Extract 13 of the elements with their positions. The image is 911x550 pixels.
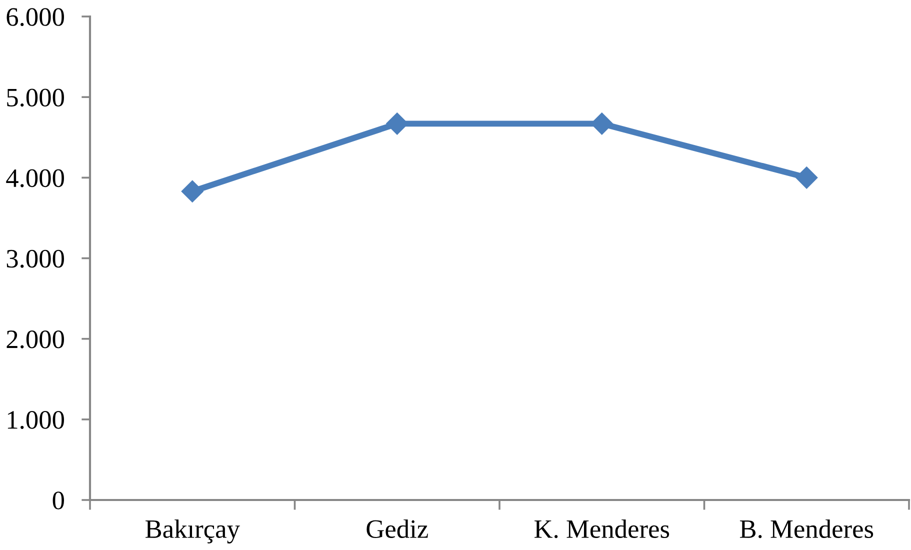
x-tick-label: Gediz	[366, 519, 428, 538]
point	[796, 166, 818, 189]
y-tick-label: 6.000	[6, 8, 64, 26]
point	[181, 180, 204, 202]
x-tick-label: K. Menderes	[534, 519, 670, 538]
y-tick-label: 0	[52, 492, 64, 510]
y-tick-label: 4.000	[6, 169, 64, 188]
y-tick-label: 5.000	[7, 88, 64, 107]
y-tick-label: 3.000	[6, 250, 64, 268]
y-tick-label: 2.000	[6, 330, 64, 348]
y-tick-label: 1.000	[8, 411, 64, 429]
x-tick-label: Bakırçay	[146, 519, 240, 544]
x-tick-label: B. Menderes	[740, 519, 874, 538]
